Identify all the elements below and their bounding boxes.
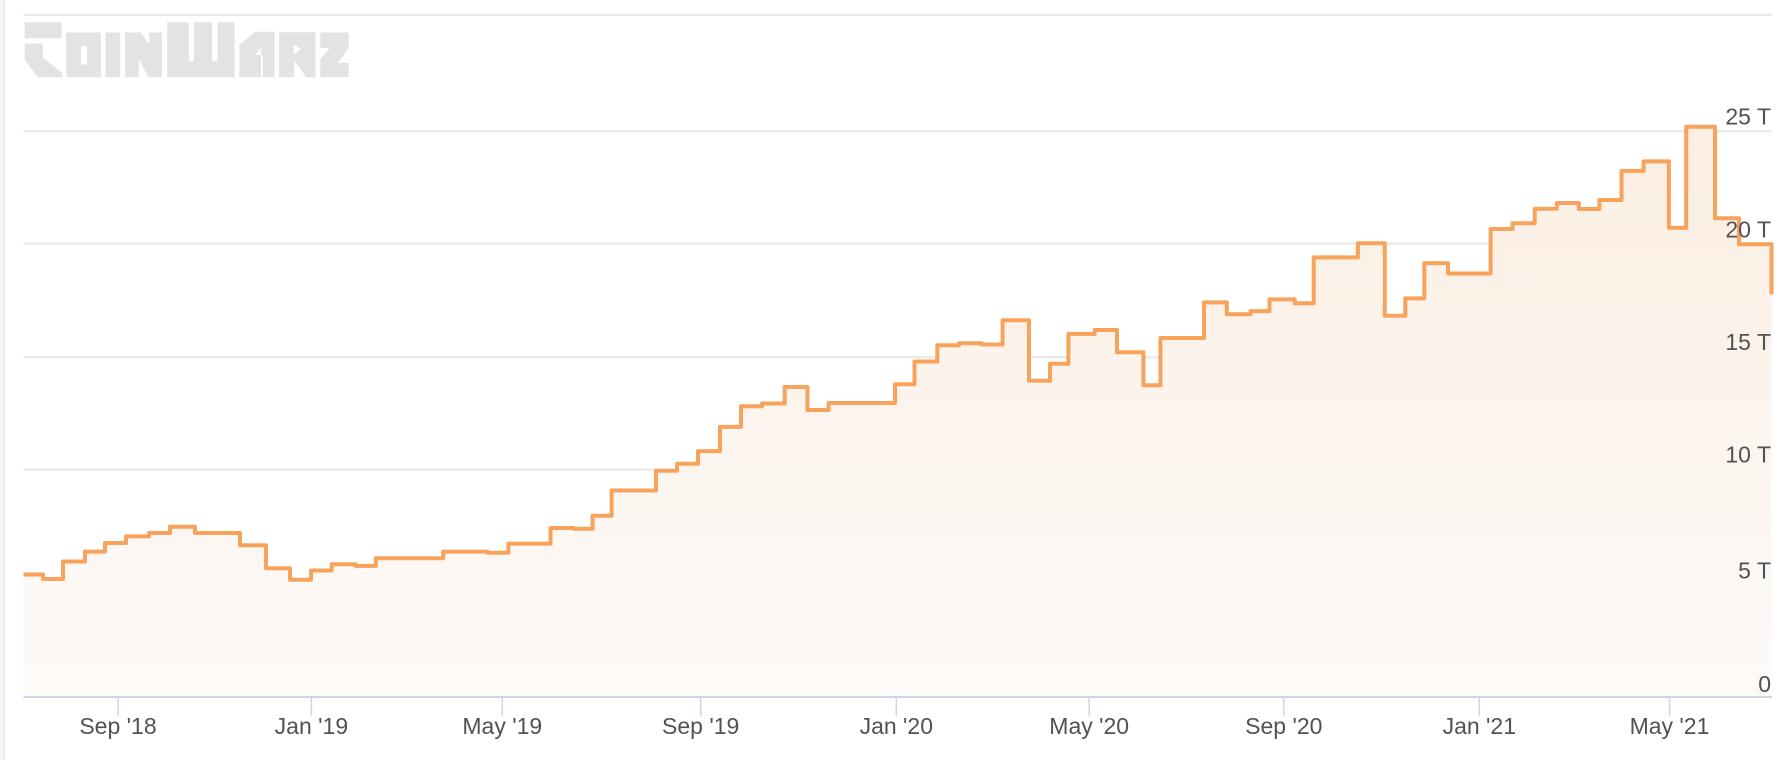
- svg-text:May '20: May '20: [1049, 713, 1129, 739]
- svg-text:5 T: 5 T: [1738, 558, 1771, 584]
- svg-text:15 T: 15 T: [1725, 329, 1771, 355]
- svg-text:10 T: 10 T: [1725, 442, 1771, 468]
- svg-text:Sep '20: Sep '20: [1245, 713, 1322, 739]
- svg-text:May '21: May '21: [1630, 713, 1710, 739]
- svg-text:Jan '21: Jan '21: [1443, 713, 1516, 739]
- svg-text:20 T: 20 T: [1725, 217, 1771, 243]
- svg-text:0: 0: [1758, 671, 1771, 697]
- svg-text:May '19: May '19: [462, 713, 542, 739]
- svg-text:Sep '18: Sep '18: [79, 713, 156, 739]
- svg-text:Jan '19: Jan '19: [275, 713, 348, 739]
- svg-text:25 T: 25 T: [1725, 104, 1771, 130]
- svg-text:Jan '20: Jan '20: [860, 713, 933, 739]
- svg-text:Sep '19: Sep '19: [662, 713, 739, 739]
